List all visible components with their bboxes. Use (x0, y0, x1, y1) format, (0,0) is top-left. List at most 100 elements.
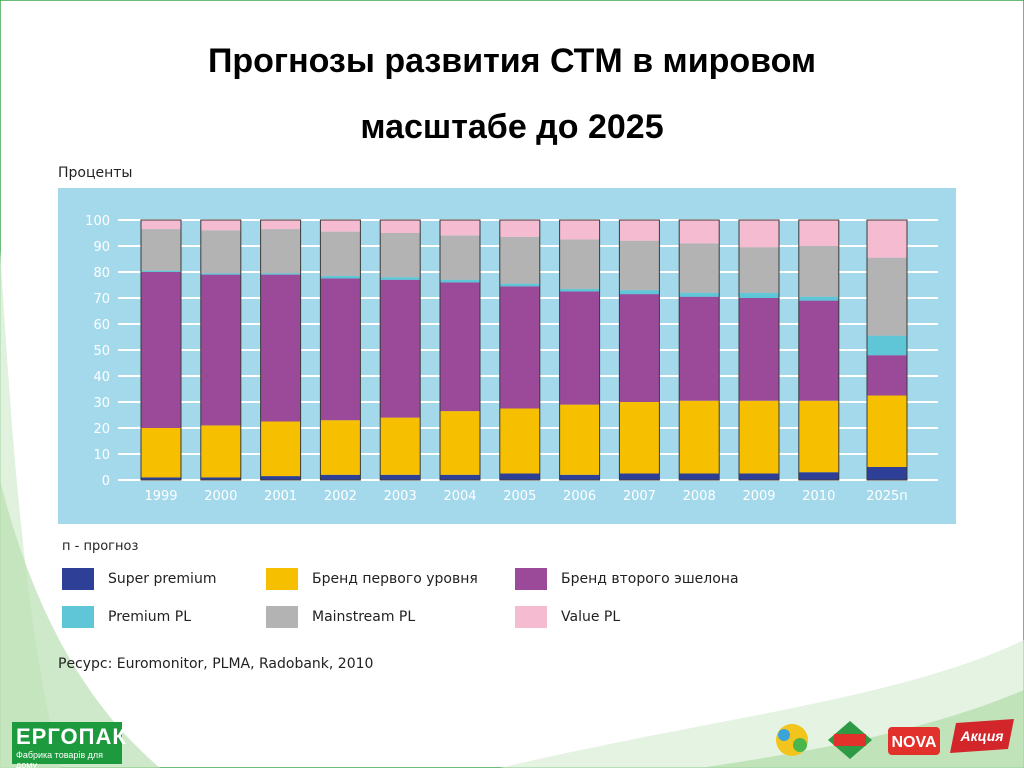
bar-segment-mainstream_pl-2009 (739, 247, 779, 293)
bar-outline-2010 (798, 219, 840, 481)
bar-segment-brand_first-1999 (141, 428, 181, 478)
meloch-zhizni-logo-icon (828, 721, 872, 759)
bar-2009 (738, 219, 780, 481)
x-tick-label: 2003 (384, 489, 417, 504)
bar-segment-value_pl-2001 (260, 220, 301, 230)
akciya-logo-text: Акция (959, 728, 1003, 744)
y-tick-label: 30 (93, 396, 110, 411)
bar-segment-premium_pl-2006 (559, 288, 600, 292)
slide-title-line1: Прогнозы развития СТМ в мировом (207, 42, 817, 80)
legend-label-super-premium: Super premium (108, 571, 217, 587)
x-tick-label: 2002 (324, 489, 357, 504)
bar-segment-premium_pl-2007 (619, 290, 660, 295)
y-tick-label: 40 (93, 370, 110, 385)
partner-brand-logos: NOVA Акция (776, 719, 1014, 759)
legend-label-mainstream-pl: Mainstream PL (312, 609, 416, 625)
bar-segment-mainstream_pl-2008 (679, 243, 720, 293)
bar-segment-super_premium-1999 (141, 477, 181, 480)
legend-item-premium-pl: Premium PL (62, 606, 191, 628)
bar-segment-premium_pl-1999 (141, 270, 181, 272)
bar-segment-brand_second-2007 (619, 294, 660, 402)
bar-segment-brand_first-2005 (499, 408, 540, 474)
bar-2002 (319, 219, 361, 481)
x-tick-label: 2009 (742, 489, 775, 504)
legend-item-mainstream-pl: Mainstream PL (266, 606, 415, 628)
legend-swatch-brand-first (266, 568, 298, 590)
bar-2007 (618, 219, 660, 481)
bar-segment-brand_first-2004 (440, 411, 480, 475)
bar-2001 (260, 219, 302, 481)
bar-segment-brand_second-2001 (260, 274, 301, 422)
y-tick-label: 100 (85, 214, 110, 229)
bar-segment-super_premium-2007 (619, 473, 660, 480)
bar-segment-mainstream_pl-2002 (320, 231, 361, 276)
bar-segment-value_pl-2010 (798, 220, 839, 246)
legend-swatch-premium-pl (62, 606, 94, 628)
bar-segment-mainstream_pl-2006 (559, 239, 600, 289)
bar-outline-2005 (499, 219, 541, 481)
legend-label-brand-second: Бренд второго эшелона (561, 571, 739, 587)
bar-segment-value_pl-1999 (141, 220, 181, 230)
ergopak-logo: ЕРГОПАК Фабрика товарів для дому (12, 722, 126, 770)
bar-outline-2007 (618, 219, 660, 481)
bar-segment-mainstream_pl-2003 (380, 233, 421, 278)
y-tick-label: 20 (93, 422, 110, 437)
bar-segment-super_premium-2008 (679, 473, 720, 480)
bar-outline-2025п (866, 219, 908, 481)
source-note: Ресурс: Euromonitor, PLMA, Radobank, 201… (58, 656, 374, 672)
x-tick-label: 2007 (623, 489, 656, 504)
bar-segment-super_premium-2010 (798, 472, 839, 480)
bar-2008 (678, 219, 720, 481)
y-tick-label: 90 (93, 240, 110, 255)
bar-outline-2004 (439, 219, 481, 481)
bar-segment-super_premium-2000 (200, 477, 241, 480)
nova-logo-text: NOVA (891, 734, 936, 751)
x-tick-label: 2006 (563, 489, 596, 504)
legend-item-brand-second: Бренд второго эшелона (515, 568, 739, 590)
logo-name: ЕРГОПАК (16, 724, 127, 749)
bar-segment-mainstream_pl-2007 (619, 240, 660, 291)
bar-outline-2006 (559, 219, 601, 481)
bar-segment-brand_first-2025п (867, 395, 907, 467)
bar-segment-mainstream_pl-1999 (141, 229, 181, 271)
y-tick-label: 0 (102, 474, 110, 489)
bar-segment-mainstream_pl-2001 (260, 229, 301, 274)
bar-segment-mainstream_pl-2025п (867, 257, 907, 336)
bar-segment-mainstream_pl-2010 (798, 246, 839, 297)
bar-segment-premium_pl-2005 (499, 283, 540, 287)
bar-segment-brand_first-2000 (200, 425, 241, 478)
bar-2025п (866, 219, 908, 481)
y-axis-label: Проценты (58, 165, 133, 181)
x-tick-label: 1999 (144, 489, 177, 504)
bar-segment-super_premium-2003 (380, 474, 421, 480)
x-tick-label: 2001 (264, 489, 297, 504)
x-tick-label: 2025п (866, 489, 908, 504)
bar-segment-mainstream_pl-2005 (499, 236, 540, 284)
bar-segment-super_premium-2009 (739, 473, 779, 480)
bar-segment-brand_second-2006 (559, 291, 600, 405)
bar-segment-brand_second-2008 (679, 296, 720, 401)
bar-segment-premium_pl-2009 (739, 292, 779, 298)
bar-segment-brand_first-2009 (739, 400, 779, 474)
stacked-bar-chart: 0 10 20 30 40 50 60 70 80 90 100 1999 2000 2001 2002 20… (85, 214, 938, 504)
x-tick-label: 2005 (503, 489, 536, 504)
bar-segment-value_pl-2004 (440, 220, 480, 236)
bar-2003 (379, 219, 421, 481)
legend-label-brand-first: Бренд первого уровня (312, 571, 478, 587)
bar-segment-value_pl-2007 (619, 220, 660, 241)
x-tick-label: 2004 (443, 489, 476, 504)
bar-segment-premium_pl-2000 (200, 273, 241, 275)
bar-segment-value_pl-2005 (499, 220, 540, 237)
bar-segment-super_premium-2002 (320, 474, 361, 480)
bar-2005 (499, 219, 541, 481)
legend-label-value-pl: Value PL (561, 609, 621, 625)
bar-2010 (798, 219, 840, 481)
bar-segment-premium_pl-2002 (320, 275, 361, 279)
bar-segment-brand_second-2004 (440, 282, 480, 412)
bar-segment-brand_second-2010 (798, 300, 839, 401)
bar-segment-premium_pl-2001 (260, 273, 301, 275)
bar-segment-brand_first-2007 (619, 402, 660, 474)
bar-segment-brand_first-2003 (380, 417, 421, 475)
bar-segment-premium_pl-2010 (798, 296, 839, 301)
bar-segment-brand_second-2025п (867, 355, 907, 396)
